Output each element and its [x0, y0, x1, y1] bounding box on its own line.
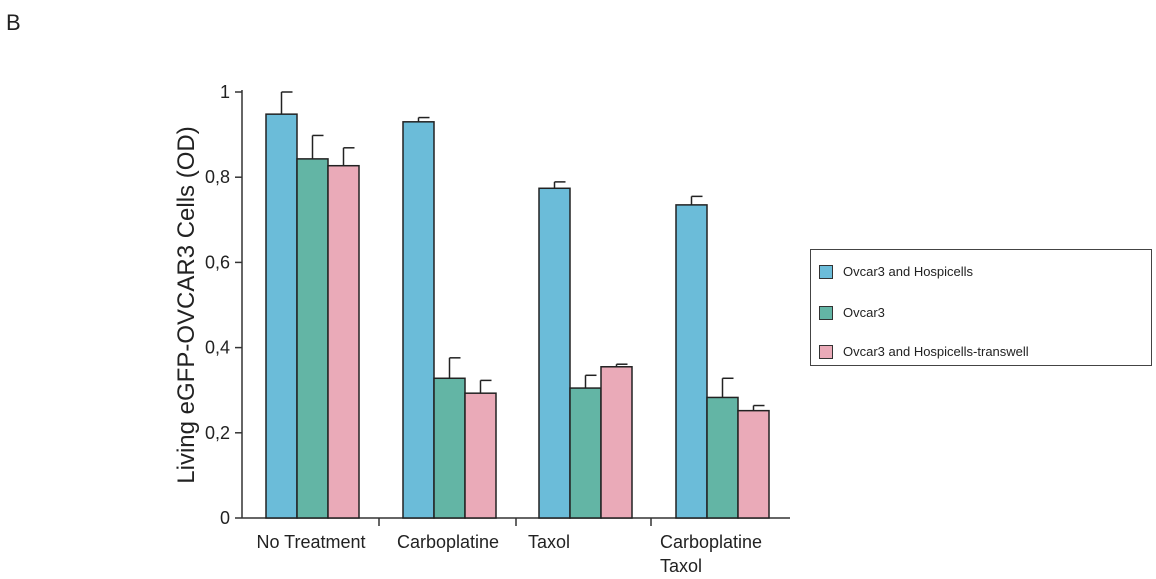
bar — [538, 187, 571, 519]
bar — [433, 377, 466, 519]
y-tick-label: 0,8 — [205, 167, 230, 187]
y-tick-label: 1 — [220, 82, 230, 102]
bar — [675, 204, 708, 519]
x-tick-label: Taxol — [528, 532, 570, 552]
y-tick-label: 0 — [220, 508, 230, 528]
legend-item-ovcar3: Ovcar3 — [819, 305, 885, 320]
legend-swatch — [819, 264, 833, 279]
x-tick-label: Taxol — [660, 556, 702, 576]
bar — [569, 387, 602, 519]
bar — [600, 366, 633, 519]
chart-legend: Ovcar3 and Hospicells Ovcar3 Ovcar3 and … — [810, 249, 1152, 366]
y-axis-label: Living eGFP-OVCAR3 Cells (OD) — [173, 126, 200, 483]
y-tick-label: 0,4 — [205, 338, 230, 358]
bar — [327, 164, 360, 519]
bar — [737, 409, 770, 519]
legend-swatch — [819, 305, 833, 320]
bar — [265, 113, 298, 519]
bar — [402, 121, 435, 519]
x-tick-label: Carboplatine — [397, 532, 499, 552]
legend-item-ovcar3-hospicells: Ovcar3 and Hospicells — [819, 264, 973, 279]
legend-label: Ovcar3 — [843, 305, 885, 320]
x-tick-label: Carboplatine — [660, 532, 762, 552]
y-tick-label: 0,6 — [205, 252, 230, 272]
bar — [706, 396, 739, 519]
legend-label: Ovcar3 and Hospicells — [843, 264, 974, 279]
y-tick-label: 0,2 — [205, 423, 230, 443]
bar — [296, 158, 329, 519]
panel-label: B — [6, 10, 21, 35]
bar — [464, 392, 497, 519]
legend-item-ovcar3-hospicells-transwell: Ovcar3 and Hospicells-transwell — [819, 344, 1029, 359]
legend-label: Ovcar3 and Hospicells-transwell — [843, 344, 1029, 359]
legend-swatch — [819, 344, 833, 359]
x-tick-label: No Treatment — [256, 532, 365, 552]
